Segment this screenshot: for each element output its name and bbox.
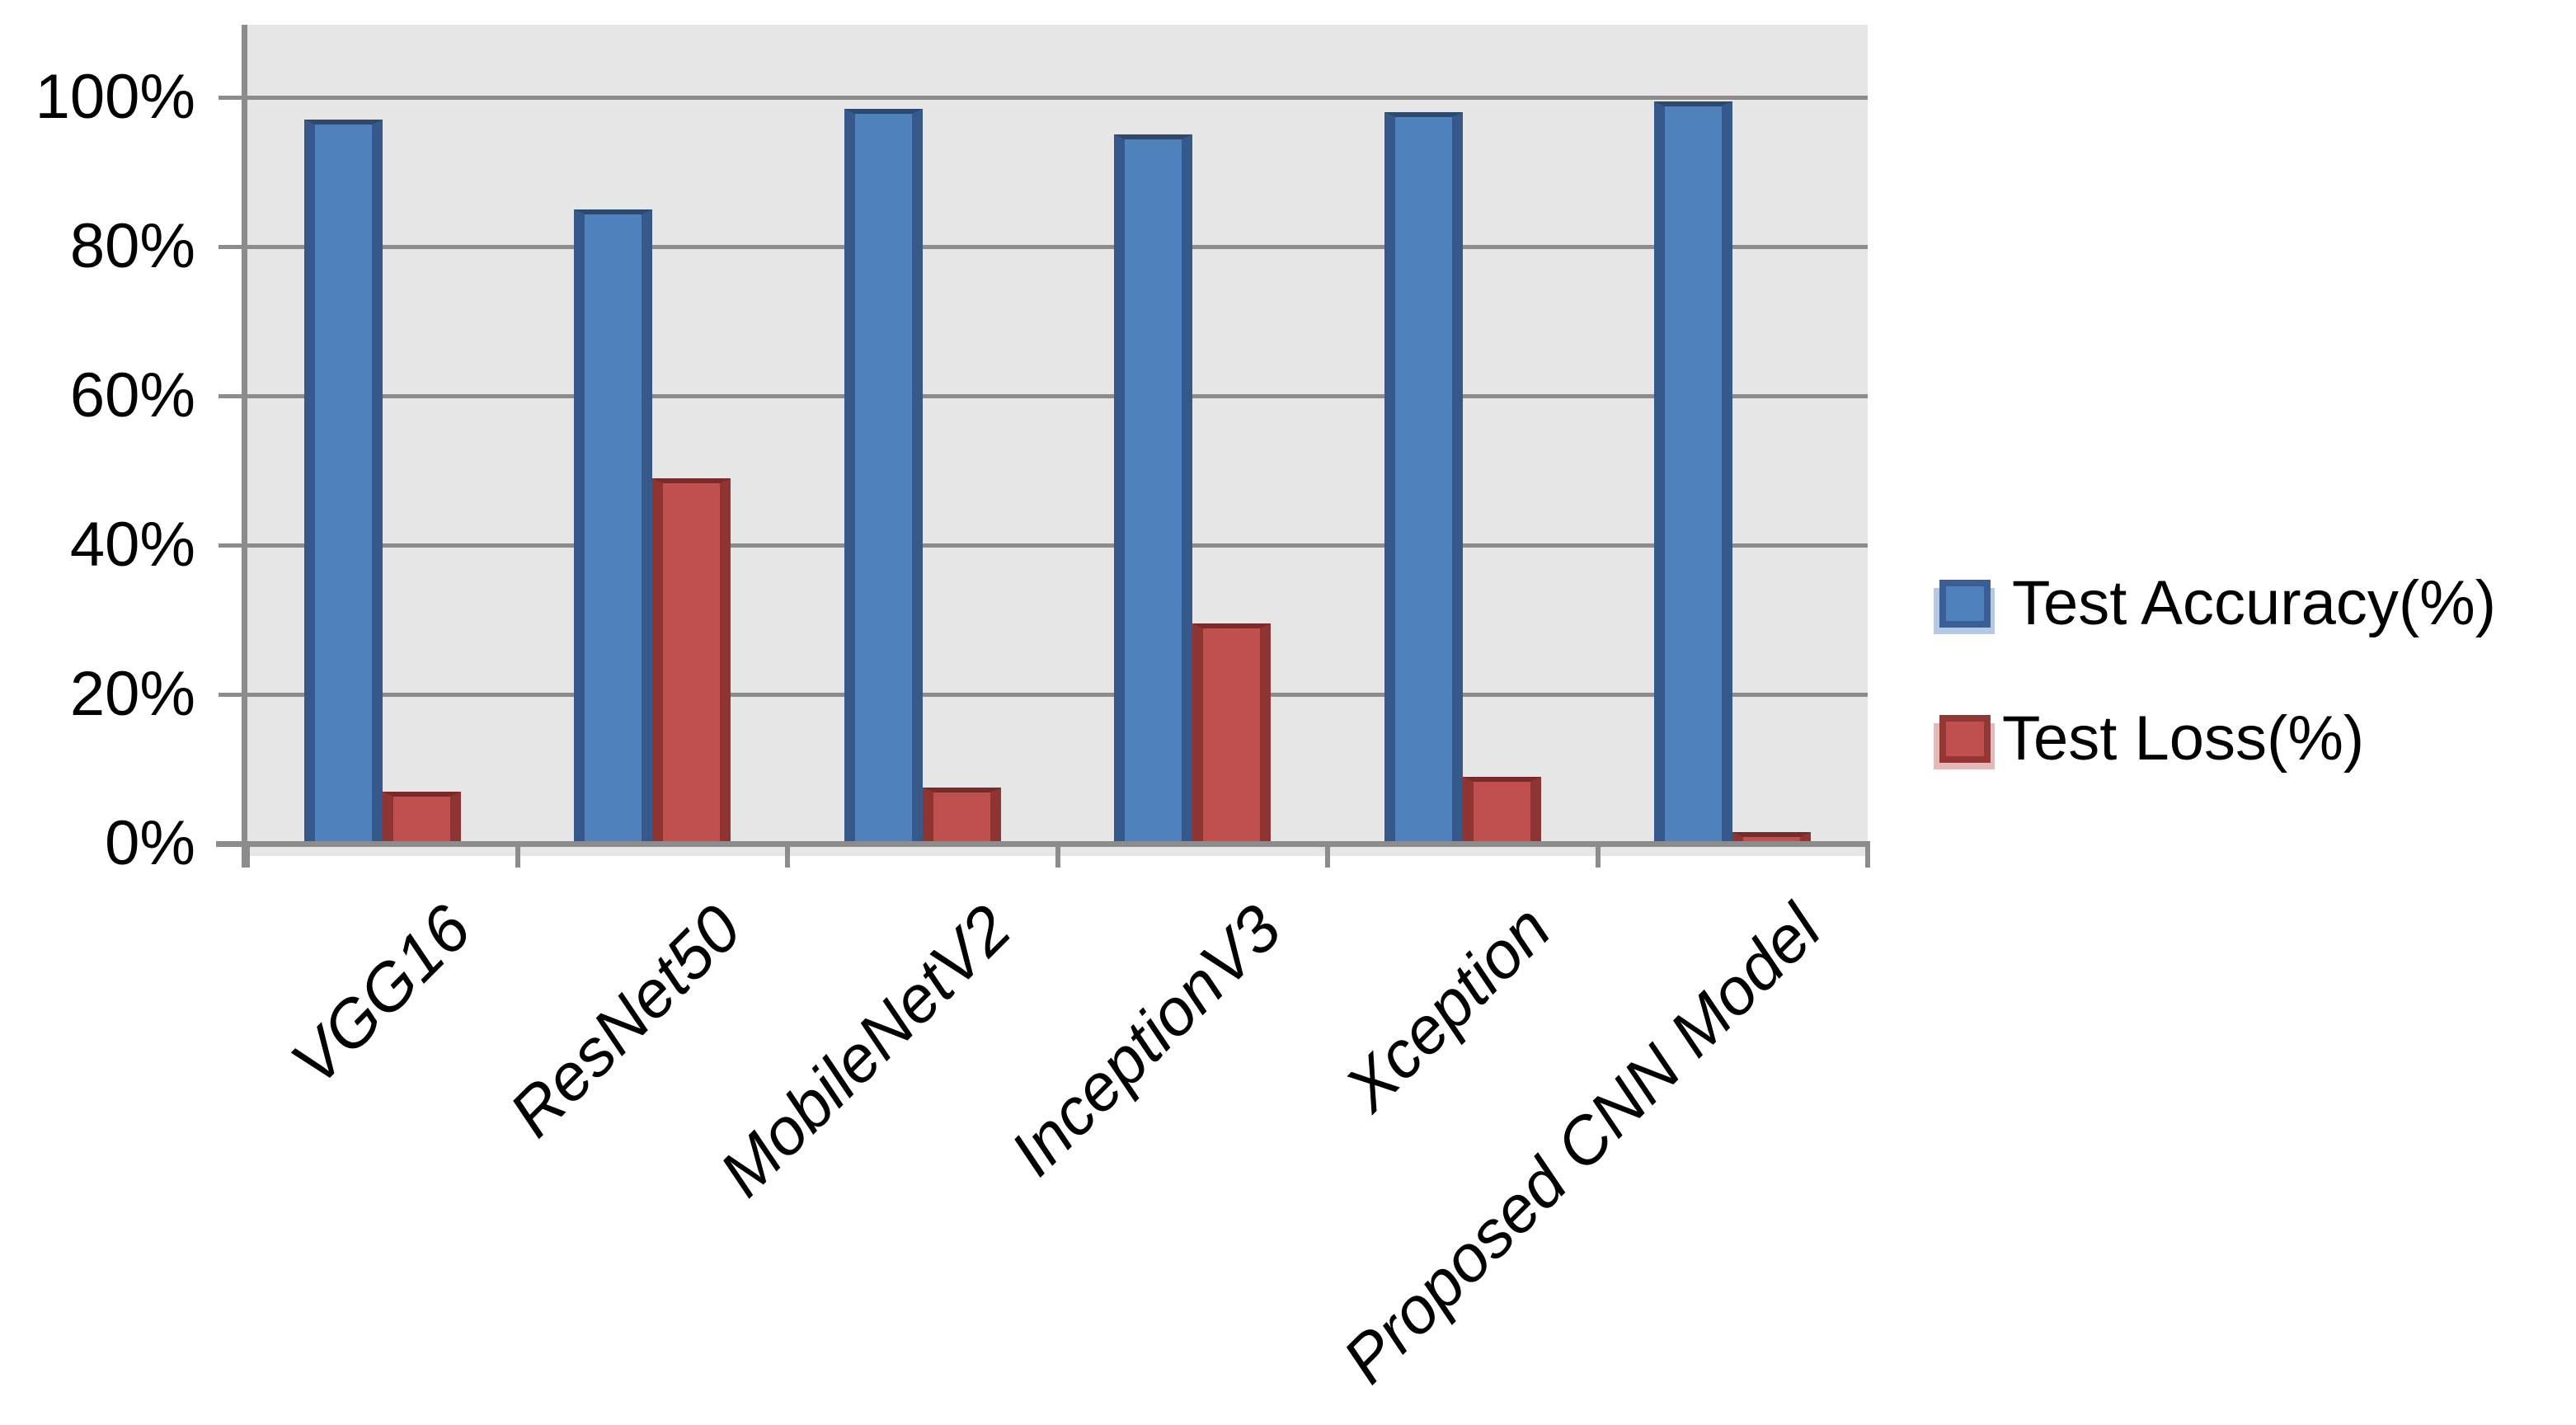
gridline-80%: [247, 244, 1868, 249]
legend-label-loss: Test Loss(%): [2002, 703, 2365, 774]
legend-label-accuracy: Test Accuracy(%): [2012, 568, 2497, 638]
gridline-100%: [247, 95, 1868, 100]
y-axis-label-80%: 80%: [69, 211, 195, 281]
y-axis-label-20%: 20%: [69, 659, 195, 729]
gridline-40%: [247, 543, 1868, 548]
x-axis-label-resnet50: ResNet50: [495, 891, 754, 1151]
x-axis-tick: [1325, 841, 1330, 868]
y-axis-tick: [219, 393, 244, 398]
legend-item-loss: Test Loss(%): [1939, 708, 2364, 770]
x-axis-tick: [785, 841, 790, 868]
x-axis-label-proposed-cnn-model: Proposed CNN Model: [1328, 891, 1835, 1397]
y-axis-label-60%: 60%: [69, 360, 195, 430]
y-axis-label-100%: 100%: [35, 62, 195, 132]
x-axis-tick: [515, 841, 520, 868]
loss-bar-mobilenetv2: [922, 788, 1001, 844]
x-axis-tick: [245, 841, 250, 868]
accuracy-bar-inceptionv3: [1114, 134, 1193, 844]
plot-area: [247, 25, 1868, 856]
accuracy-bar-proposed-cnn-model: [1654, 101, 1733, 844]
x-axis-tick: [1055, 841, 1060, 868]
accuracy-bar-vgg16: [303, 120, 383, 844]
y-axis-label-40%: 40%: [69, 510, 195, 580]
legend-item-accuracy: Test Accuracy(%): [1939, 572, 2496, 635]
accuracy-bar-mobilenetv2: [844, 108, 923, 844]
y-axis-tick: [219, 244, 244, 249]
legend-swatch-accuracy-icon: [1939, 580, 1991, 628]
y-axis-line: [242, 25, 247, 868]
x-axis-tick: [1865, 841, 1870, 868]
y-axis-tick: [219, 692, 244, 697]
x-axis-tick: [1595, 841, 1601, 868]
y-axis-label-0%: 0%: [105, 808, 195, 878]
y-axis-tick: [219, 841, 244, 846]
x-axis-label-vgg16: VGG16: [276, 891, 485, 1099]
x-axis-label-inceptionv3: InceptionV3: [996, 891, 1295, 1190]
y-axis-tick: [219, 95, 244, 100]
loss-bar-proposed-cnn-model: [1732, 832, 1812, 844]
x-axis-label-mobilenetv2: MobileNetV2: [705, 891, 1025, 1211]
loss-bar-xception: [1462, 776, 1541, 844]
x-axis-label-xception: Xception: [1331, 891, 1565, 1125]
loss-bar-inceptionv3: [1192, 623, 1272, 844]
accuracy-bar-resnet50: [574, 209, 653, 844]
gridline-60%: [247, 393, 1868, 398]
y-axis-tick: [219, 543, 244, 548]
legend-swatch-loss-icon: [1939, 715, 1991, 763]
gridline-20%: [247, 692, 1868, 697]
x-axis-line: [216, 841, 1868, 847]
loss-bar-vgg16: [382, 791, 461, 844]
loss-bar-resnet50: [652, 477, 731, 844]
accuracy-bar-xception: [1384, 112, 1463, 844]
